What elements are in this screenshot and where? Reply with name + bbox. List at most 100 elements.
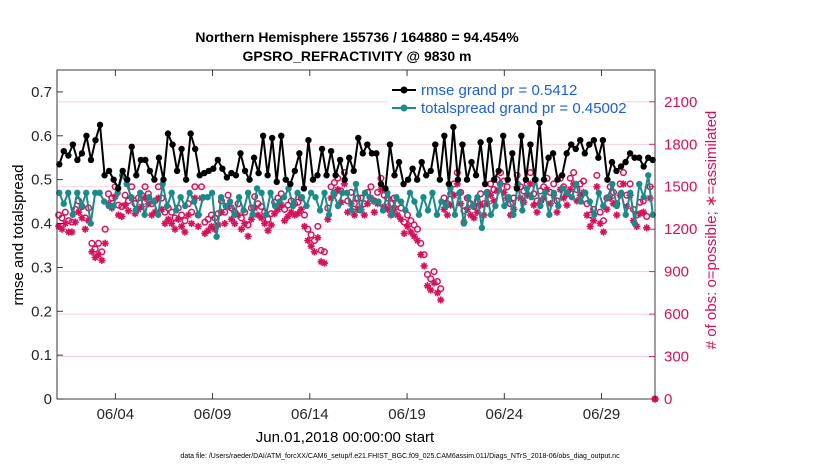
obs-assimilated-point bbox=[603, 205, 611, 213]
rmse-point bbox=[246, 176, 253, 183]
totalspread-point bbox=[595, 189, 602, 197]
y-tick-right-label: 1200 bbox=[664, 221, 697, 238]
y-tick-right-label: 600 bbox=[664, 306, 689, 323]
axes-layer: 0 0.1 0.2 0.3 0.4 0.5 0.6 0.7 0 300 600 900 1200 1500… bbox=[31, 69, 697, 423]
obs-assimilated-point bbox=[470, 214, 478, 222]
obs-assimilated-point bbox=[619, 180, 628, 188]
rmse-point bbox=[567, 141, 575, 148]
rmse-point bbox=[631, 154, 638, 161]
rmse-point bbox=[617, 163, 625, 170]
legend-box bbox=[388, 80, 622, 120]
rmse-point bbox=[486, 136, 493, 144]
rmse-point bbox=[382, 185, 389, 192]
totalspread-point bbox=[307, 189, 315, 197]
obs-assimilated-point bbox=[71, 218, 79, 226]
totalspread-point bbox=[573, 180, 580, 188]
rmse-point bbox=[558, 172, 566, 179]
obs-assimilated-point bbox=[168, 219, 176, 228]
rmse-point bbox=[282, 176, 289, 183]
totalspread-point bbox=[600, 202, 607, 210]
obs-assimilated-point bbox=[340, 180, 348, 188]
obs-assimilated-point bbox=[586, 222, 594, 230]
rmse-point bbox=[490, 176, 498, 183]
data-file-footnote: data file: /Users/raeder/DAI/ATM_forcXX/… bbox=[180, 453, 620, 460]
totalspread-point bbox=[483, 189, 490, 197]
rmse-point bbox=[278, 132, 285, 139]
totalspread-point bbox=[96, 189, 103, 197]
totalspread-point bbox=[474, 194, 481, 201]
rmse-point bbox=[454, 176, 462, 183]
obs-possible-point bbox=[224, 191, 232, 199]
rmse-point bbox=[545, 154, 552, 161]
obs-possible-point bbox=[204, 215, 212, 223]
rmse-point bbox=[472, 172, 480, 179]
totalspread-point bbox=[127, 194, 135, 201]
totalspread-point bbox=[478, 224, 486, 232]
obs-assimilated-point bbox=[171, 225, 179, 233]
totalspread-point bbox=[433, 211, 441, 218]
rmse-point bbox=[364, 141, 371, 148]
obs-possible-point bbox=[566, 174, 574, 182]
plot-frame bbox=[56, 69, 656, 400]
obs-assimilated-point bbox=[68, 228, 76, 236]
rmse-point bbox=[522, 176, 530, 183]
rmse-point bbox=[373, 150, 380, 157]
totalspread-point bbox=[456, 189, 463, 197]
obs-possible-point bbox=[94, 239, 103, 247]
obs-possible-point bbox=[178, 211, 186, 219]
rmse-point bbox=[259, 132, 267, 139]
totalspread-point bbox=[87, 220, 94, 227]
rmse-point bbox=[232, 172, 240, 179]
totalspread-point bbox=[280, 194, 288, 201]
obs-assimilated-point bbox=[297, 205, 305, 213]
rmse-point bbox=[214, 156, 222, 164]
obs-assimilated-point bbox=[307, 242, 315, 250]
y-tick-left-label: 0.3 bbox=[31, 259, 52, 276]
totalspread-point bbox=[406, 189, 414, 197]
totalspread-point bbox=[226, 198, 234, 205]
rmse-point bbox=[481, 180, 489, 188]
totalspread-point bbox=[451, 211, 459, 218]
totalspread-point bbox=[60, 200, 67, 207]
totalspread-point bbox=[74, 189, 81, 197]
rmse-point bbox=[495, 167, 502, 175]
rmse-point bbox=[468, 158, 475, 166]
rmse-line bbox=[58, 121, 654, 190]
obs-possible-point bbox=[596, 208, 604, 216]
obs-assimilated-point bbox=[639, 208, 647, 216]
y-tick-left-label: 0.6 bbox=[31, 128, 52, 145]
rmse-point bbox=[500, 132, 507, 139]
totalspread-point bbox=[613, 202, 620, 210]
totalspread-point bbox=[267, 189, 274, 197]
totalspread-point bbox=[213, 233, 220, 240]
obs-possible-point bbox=[423, 270, 431, 279]
obs-assimilated-point bbox=[350, 211, 358, 219]
rmse-point bbox=[518, 132, 525, 139]
totalspread-point bbox=[555, 202, 562, 210]
totalspread-point bbox=[141, 211, 148, 218]
rmse-point bbox=[128, 143, 135, 150]
rmse-point bbox=[318, 145, 326, 153]
rmse-point bbox=[69, 141, 77, 148]
obs-possible-point bbox=[593, 171, 601, 179]
rmse-point bbox=[169, 141, 176, 148]
totalspread-point bbox=[110, 202, 117, 210]
obs-assimilated-point bbox=[583, 211, 591, 219]
rmse-point bbox=[608, 158, 616, 166]
obs-assimilated-point bbox=[433, 289, 441, 297]
x-tick-label: 06/09 bbox=[194, 406, 232, 423]
rmse-point bbox=[291, 167, 299, 175]
obs-assimilated-point bbox=[397, 215, 405, 223]
totalspread-point bbox=[411, 198, 418, 205]
obs-possible-point bbox=[619, 169, 627, 177]
totalspread-point bbox=[83, 189, 90, 197]
totalspread-point bbox=[208, 189, 216, 197]
totalspread-point bbox=[249, 211, 256, 218]
rmse-point bbox=[250, 154, 258, 161]
rmse-point bbox=[178, 145, 185, 153]
totalspread-point bbox=[231, 211, 238, 218]
totalspread-point bbox=[294, 189, 301, 197]
obs-possible-point bbox=[88, 239, 96, 247]
y-tick-left-label: 0 bbox=[44, 391, 52, 408]
